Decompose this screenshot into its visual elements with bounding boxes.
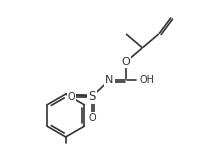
Text: OH: OH bbox=[139, 75, 154, 85]
Text: S: S bbox=[88, 90, 96, 103]
Text: O: O bbox=[122, 57, 130, 67]
Text: N: N bbox=[105, 75, 114, 85]
Text: O: O bbox=[88, 113, 96, 123]
Text: O: O bbox=[68, 92, 75, 101]
